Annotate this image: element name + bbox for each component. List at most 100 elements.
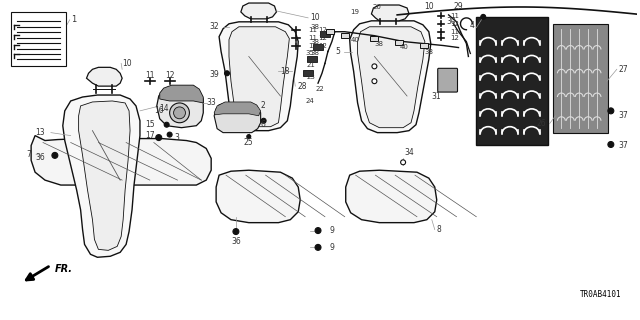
Bar bbox=[395, 40, 403, 45]
Circle shape bbox=[372, 79, 377, 84]
Text: 38: 38 bbox=[375, 41, 384, 47]
Text: 13: 13 bbox=[35, 128, 45, 137]
Text: 40: 40 bbox=[350, 36, 359, 43]
Polygon shape bbox=[157, 86, 204, 128]
Text: 28: 28 bbox=[297, 82, 307, 91]
Polygon shape bbox=[346, 170, 436, 223]
Text: 10: 10 bbox=[122, 59, 132, 68]
Text: 38: 38 bbox=[310, 24, 319, 30]
Text: 11: 11 bbox=[308, 27, 317, 33]
Bar bbox=[313, 44, 323, 50]
Text: 36: 36 bbox=[231, 237, 241, 246]
Circle shape bbox=[481, 14, 486, 19]
Text: 1: 1 bbox=[71, 15, 76, 24]
Text: 9: 9 bbox=[330, 243, 335, 252]
Text: 11: 11 bbox=[451, 13, 460, 19]
Text: 12: 12 bbox=[318, 43, 327, 49]
Circle shape bbox=[225, 71, 230, 76]
Polygon shape bbox=[349, 21, 431, 132]
Text: 33: 33 bbox=[206, 99, 216, 108]
Polygon shape bbox=[31, 136, 211, 185]
Text: 38: 38 bbox=[424, 49, 433, 54]
Polygon shape bbox=[214, 103, 260, 132]
Bar bbox=[371, 36, 378, 41]
Text: 12: 12 bbox=[451, 35, 460, 41]
Text: 12: 12 bbox=[318, 27, 327, 33]
Text: 16: 16 bbox=[154, 106, 164, 116]
Text: 12: 12 bbox=[451, 21, 460, 27]
Text: 26: 26 bbox=[537, 119, 547, 128]
Text: 23: 23 bbox=[306, 74, 315, 80]
Polygon shape bbox=[229, 27, 289, 127]
FancyBboxPatch shape bbox=[438, 68, 458, 92]
Text: 11: 11 bbox=[308, 35, 317, 41]
Bar bbox=[554, 24, 608, 132]
Bar bbox=[420, 43, 428, 48]
Polygon shape bbox=[216, 170, 300, 223]
Text: 18: 18 bbox=[280, 67, 290, 76]
Text: 38: 38 bbox=[310, 51, 319, 57]
Text: 11: 11 bbox=[308, 43, 317, 49]
Polygon shape bbox=[241, 3, 276, 19]
Text: 5: 5 bbox=[335, 47, 340, 56]
Text: 4: 4 bbox=[470, 21, 474, 30]
Bar bbox=[12, 12, 66, 66]
Circle shape bbox=[372, 64, 377, 69]
Polygon shape bbox=[79, 101, 130, 250]
Bar bbox=[307, 56, 317, 62]
Text: 35: 35 bbox=[306, 51, 314, 57]
Text: 36: 36 bbox=[35, 153, 45, 162]
Text: 7: 7 bbox=[26, 150, 31, 159]
Text: 12: 12 bbox=[318, 35, 327, 41]
Text: 24: 24 bbox=[306, 98, 314, 104]
Text: 34: 34 bbox=[404, 148, 414, 157]
Bar bbox=[303, 70, 313, 76]
Text: 8: 8 bbox=[436, 225, 442, 234]
Text: 20: 20 bbox=[373, 4, 382, 10]
Text: 12: 12 bbox=[165, 71, 174, 80]
Circle shape bbox=[52, 152, 58, 158]
Circle shape bbox=[167, 132, 172, 137]
Polygon shape bbox=[214, 102, 260, 116]
Text: 21: 21 bbox=[306, 62, 315, 68]
Text: 25: 25 bbox=[244, 138, 253, 147]
Text: 2: 2 bbox=[260, 101, 266, 110]
Polygon shape bbox=[63, 95, 140, 257]
Circle shape bbox=[247, 135, 251, 139]
Text: 31: 31 bbox=[431, 92, 441, 100]
Bar bbox=[326, 29, 334, 34]
Polygon shape bbox=[86, 67, 122, 86]
Text: 37: 37 bbox=[619, 111, 628, 120]
Bar bbox=[320, 31, 330, 37]
Text: 11: 11 bbox=[145, 71, 155, 80]
Circle shape bbox=[608, 141, 614, 148]
Polygon shape bbox=[371, 5, 409, 21]
Text: 3: 3 bbox=[174, 133, 179, 142]
Circle shape bbox=[233, 228, 239, 235]
Text: 19: 19 bbox=[350, 9, 359, 15]
Text: 6: 6 bbox=[260, 120, 266, 129]
Polygon shape bbox=[160, 85, 204, 103]
Polygon shape bbox=[358, 27, 425, 128]
Circle shape bbox=[173, 107, 186, 119]
Circle shape bbox=[170, 103, 189, 123]
Text: 10: 10 bbox=[424, 3, 434, 12]
Circle shape bbox=[261, 118, 266, 123]
Circle shape bbox=[164, 122, 169, 127]
Circle shape bbox=[608, 108, 614, 114]
Text: 10: 10 bbox=[310, 13, 320, 22]
Text: 11: 11 bbox=[451, 29, 460, 35]
Text: 27: 27 bbox=[619, 65, 628, 74]
Polygon shape bbox=[219, 22, 298, 131]
Text: 15: 15 bbox=[145, 120, 155, 129]
Text: 14: 14 bbox=[159, 104, 168, 113]
Text: 32: 32 bbox=[209, 22, 219, 31]
Bar bbox=[476, 17, 548, 146]
Circle shape bbox=[315, 228, 321, 234]
Text: 29: 29 bbox=[454, 3, 463, 12]
Circle shape bbox=[156, 135, 162, 140]
Text: FR.: FR. bbox=[55, 264, 73, 274]
Text: 38: 38 bbox=[310, 39, 319, 44]
Text: 39: 39 bbox=[209, 70, 219, 79]
Text: 37: 37 bbox=[619, 141, 628, 150]
